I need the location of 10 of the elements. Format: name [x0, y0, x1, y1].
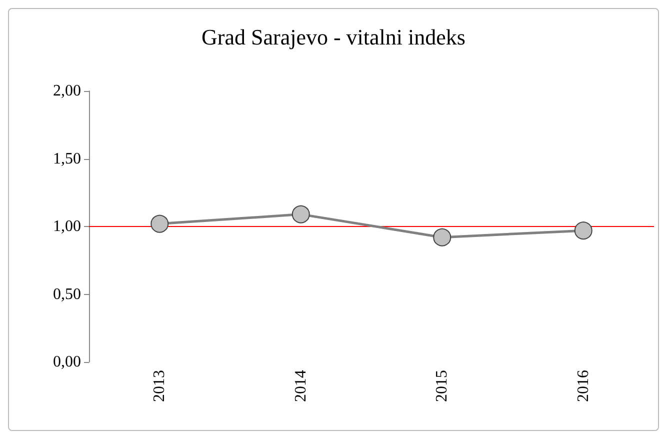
y-tick-label: 1,50 [53, 150, 81, 168]
y-tick-label: 0,00 [53, 354, 81, 370]
y-tick-label: 1,00 [53, 218, 81, 235]
y-tick-label: 0,50 [53, 286, 81, 303]
x-tick-label: 2013 [151, 370, 168, 402]
chart-title: Grad Sarajevo - vitalni indeks [202, 24, 466, 50]
x-tick-label: 2014 [292, 370, 310, 402]
x-tick-label: 2015 [434, 370, 451, 402]
x-tick-label: 2016 [574, 370, 592, 402]
y-tick-label: 2,00 [53, 82, 81, 100]
